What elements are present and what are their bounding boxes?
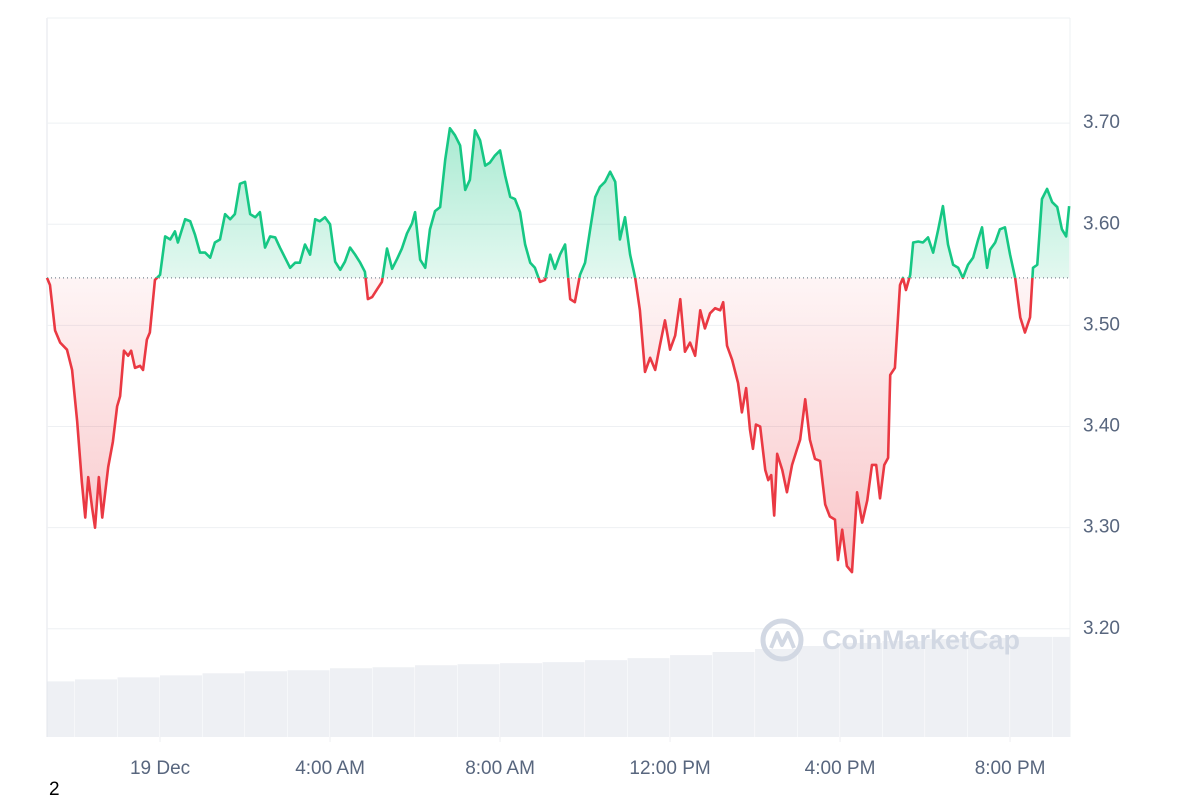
volume-bar: [967, 637, 1010, 737]
y-tick-label: 3.20: [1083, 618, 1120, 639]
x-tick-label: 19 Dec: [130, 758, 190, 779]
volume-bar: [500, 663, 543, 737]
volume-bar: [372, 667, 415, 737]
volume-bar: [287, 670, 330, 737]
volume-bar: [1010, 636, 1053, 737]
volume-bar: [840, 642, 883, 737]
watermark: CoinMarketCap: [760, 618, 1020, 662]
x-tick-label: 4:00 PM: [805, 758, 876, 779]
watermark-logo: [760, 618, 804, 662]
volume-bar: [670, 655, 713, 737]
volume-layer: [47, 636, 1070, 737]
volume-bar: [330, 668, 373, 737]
watermark-text: CoinMarketCap: [822, 625, 1020, 655]
volume-bar: [542, 662, 585, 737]
volume-bar: [457, 664, 500, 737]
y-tick-label: 3.70: [1083, 112, 1120, 133]
y-tick-label: 3.50: [1083, 314, 1120, 335]
area-down: [47, 277, 1070, 573]
price-line-up: [46, 126, 1071, 278]
watermark-logo-mark: [769, 631, 796, 649]
volume-bar: [627, 658, 670, 737]
y-tick-label: 3.40: [1083, 416, 1120, 437]
volume-bar: [415, 665, 458, 737]
x-tick-label: 4:00 AM: [295, 758, 365, 779]
volume-bar: [1052, 636, 1070, 737]
x-tick-label: 12:00 PM: [629, 758, 710, 779]
volume-bar: [245, 671, 288, 737]
footnote: 2: [49, 779, 60, 800]
volume-bar: [585, 660, 628, 737]
price-line-down: [45, 277, 1034, 574]
grid-layer: 3.20 3.30 3.40 3.50 3.60 3.70 19 Dec 4:00 AM 8:0…: [46, 17, 1120, 779]
volume-bar: [202, 673, 245, 737]
x-tick-label: 8:00 AM: [465, 758, 535, 779]
volume-bar: [755, 649, 798, 737]
y-tick-label: 3.30: [1083, 517, 1120, 538]
series-layer: [45, 126, 1071, 574]
y-tick-label: 3.60: [1083, 213, 1120, 234]
volume-bar: [797, 645, 840, 737]
volume-bar: [160, 675, 203, 737]
volume-bar: [47, 681, 75, 737]
volume-bar: [882, 640, 925, 737]
volume-bar: [117, 677, 160, 737]
volume-bar: [925, 638, 968, 737]
volume-bar: [75, 679, 118, 737]
volume-bar: [712, 652, 755, 737]
area-up: [47, 128, 1070, 278]
x-tick-label: 8:00 PM: [975, 758, 1046, 779]
